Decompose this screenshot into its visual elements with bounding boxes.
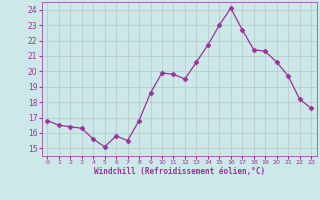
X-axis label: Windchill (Refroidissement éolien,°C): Windchill (Refroidissement éolien,°C) (94, 167, 265, 176)
